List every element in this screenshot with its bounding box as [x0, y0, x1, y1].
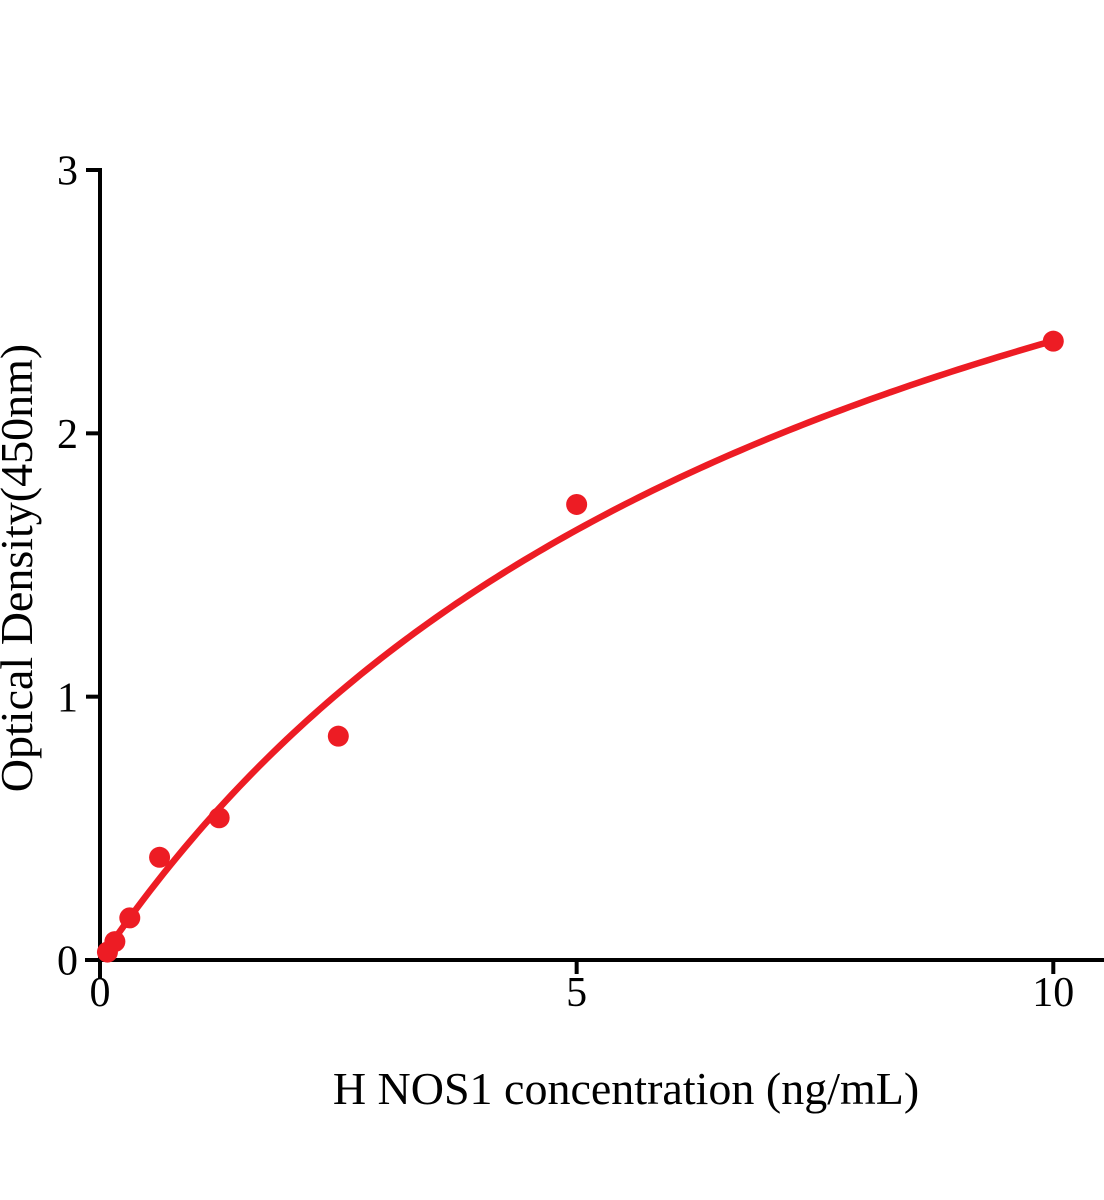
y-axis-tick-labels: 0 1 2 3: [57, 149, 78, 985]
y-tick-label: 3: [57, 149, 78, 195]
axes: 0 5 10 0 1 2 3: [57, 149, 1104, 1016]
x-axis-ticks: [98, 960, 1056, 974]
data-point: [1042, 330, 1064, 352]
data-points: [96, 330, 1064, 963]
data-point: [104, 931, 126, 953]
data-point: [566, 493, 588, 515]
data-point: [208, 807, 230, 829]
y-tick-label: 1: [57, 675, 78, 721]
y-axis-ticks: [86, 168, 100, 962]
y-axis-title: Optical Density(450nm): [0, 344, 42, 792]
data-point: [149, 846, 171, 868]
x-tick-label: 10: [1032, 970, 1074, 1016]
x-axis-tick-labels: 0 5 10: [90, 970, 1075, 1016]
data-point: [327, 725, 349, 747]
data-point: [119, 907, 141, 929]
y-tick-label: 0: [57, 939, 78, 985]
x-axis-title: H NOS1 concentration (ng/mL): [333, 1063, 919, 1114]
x-tick-label: 0: [90, 970, 111, 1016]
x-tick-label: 5: [566, 970, 587, 1016]
fit-curve-line: [99, 337, 1057, 960]
y-tick-label: 2: [57, 412, 78, 458]
